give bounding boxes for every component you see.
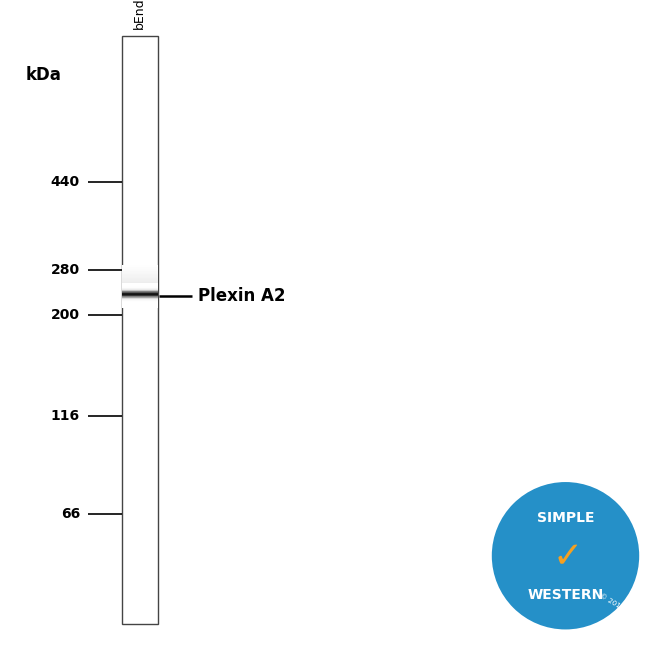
Text: 116: 116 xyxy=(51,409,80,423)
Bar xyxy=(122,283,157,285)
Text: kDa: kDa xyxy=(26,66,62,84)
Bar xyxy=(122,300,157,301)
Bar xyxy=(122,298,157,300)
Bar xyxy=(122,302,157,303)
Text: Plexin A2: Plexin A2 xyxy=(198,287,286,305)
Bar xyxy=(122,275,157,277)
Bar xyxy=(122,279,157,281)
Text: WESTERN: WESTERN xyxy=(527,588,604,602)
Bar xyxy=(122,306,157,307)
Text: 440: 440 xyxy=(51,175,80,189)
Bar xyxy=(122,287,157,289)
Bar xyxy=(122,289,157,290)
Text: 66: 66 xyxy=(60,506,80,521)
Bar xyxy=(122,285,157,287)
Text: © 2014: © 2014 xyxy=(599,593,625,612)
Text: 280: 280 xyxy=(51,263,80,277)
Bar xyxy=(122,276,157,278)
Bar xyxy=(122,290,157,291)
Bar xyxy=(122,284,157,285)
Bar xyxy=(122,298,157,299)
Bar xyxy=(122,36,157,624)
Bar xyxy=(122,265,157,267)
Bar xyxy=(122,281,157,283)
Bar xyxy=(122,292,157,293)
Bar xyxy=(122,268,157,270)
Text: ✓: ✓ xyxy=(552,540,583,574)
Bar xyxy=(122,289,157,290)
Bar xyxy=(122,287,157,288)
Bar xyxy=(122,269,157,272)
Bar xyxy=(122,296,157,298)
Bar xyxy=(122,297,157,298)
Bar xyxy=(122,283,157,285)
Bar xyxy=(122,280,157,282)
Bar xyxy=(122,295,157,296)
Bar xyxy=(122,299,157,300)
Bar xyxy=(122,304,157,305)
Bar xyxy=(122,286,157,287)
Bar xyxy=(122,294,157,295)
Bar xyxy=(122,266,157,268)
Circle shape xyxy=(491,481,640,630)
Bar xyxy=(122,293,157,294)
Bar xyxy=(122,296,157,297)
Bar xyxy=(122,303,157,304)
Bar xyxy=(122,274,157,276)
Bar xyxy=(122,291,157,292)
Text: bEnd.3: bEnd.3 xyxy=(133,0,146,29)
Bar xyxy=(122,272,157,274)
Text: SIMPLE: SIMPLE xyxy=(537,512,594,525)
Bar xyxy=(122,288,157,289)
Bar xyxy=(122,284,157,286)
Text: 200: 200 xyxy=(51,308,80,322)
Bar xyxy=(122,271,157,273)
Bar xyxy=(122,285,157,286)
Bar xyxy=(122,301,157,302)
Bar xyxy=(122,283,157,284)
Bar xyxy=(122,307,157,308)
Bar xyxy=(122,295,157,296)
Bar xyxy=(122,300,157,302)
Bar xyxy=(122,278,157,280)
